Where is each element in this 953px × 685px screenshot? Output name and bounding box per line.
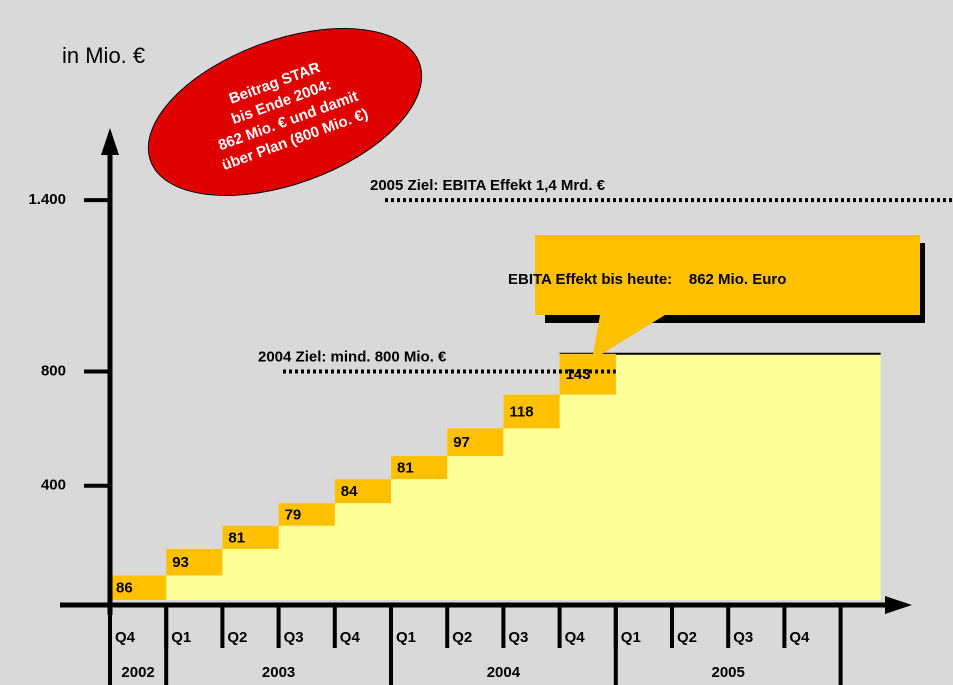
year-label: 2002	[121, 664, 154, 681]
step-bar	[222, 525, 279, 549]
x-tick-label: Q2	[677, 629, 697, 646]
callout-box	[535, 235, 920, 360]
x-tick-label: Q4	[789, 629, 810, 646]
y-tick-label: 1.400	[28, 191, 66, 208]
x-tick-label: Q3	[733, 629, 753, 646]
x-tick-label: Q1	[171, 629, 191, 646]
step-bar	[110, 575, 167, 600]
year-label: 2003	[262, 664, 295, 681]
x-tick-label: Q3	[508, 629, 528, 646]
x-tick-label: Q1	[621, 629, 641, 646]
y-tick-label: 400	[41, 477, 66, 494]
value-label: 93	[172, 554, 189, 571]
year-label: 2005	[712, 664, 745, 681]
cumulative-area	[110, 353, 881, 600]
x-tick-label: Q2	[452, 629, 472, 646]
value-label: 81	[397, 460, 414, 477]
step-bar	[447, 428, 504, 457]
x-tick-label: Q4	[115, 629, 136, 646]
y-tick-label: 800	[41, 362, 66, 379]
value-label: 79	[285, 506, 302, 523]
y-axis-label: in Mio. €	[62, 43, 145, 68]
value-label: 118	[509, 403, 533, 420]
x-tick-label: Q1	[396, 629, 416, 646]
step-bar	[166, 548, 223, 576]
value-label: 81	[228, 529, 245, 546]
year-label: 2004	[487, 664, 521, 681]
x-tick-label: Q2	[227, 629, 247, 646]
x-tick-label: Q4	[340, 629, 361, 646]
target-label: 2005 Ziel: EBITA Effekt 1,4 Mrd. €	[370, 177, 606, 194]
step-bar	[503, 394, 560, 429]
x-tick-label: Q4	[565, 629, 586, 646]
step-bar	[559, 353, 616, 395]
step-bar	[391, 456, 448, 480]
value-label: 143	[566, 366, 591, 383]
callout-text: EBITA Effekt bis heute: 862 Mio. Euro	[508, 271, 786, 288]
y-axis-arrow	[101, 128, 119, 155]
x-tick-label: Q3	[284, 629, 304, 646]
value-label: 84	[341, 483, 358, 500]
value-label: 86	[116, 580, 133, 597]
x-axis-arrow	[885, 596, 912, 614]
target-label: 2004 Ziel: mind. 800 Mio. €	[258, 348, 447, 365]
bubble-shape	[147, 28, 423, 196]
value-label: 97	[453, 434, 470, 451]
step-bar	[334, 479, 391, 504]
step-bar	[278, 503, 335, 526]
